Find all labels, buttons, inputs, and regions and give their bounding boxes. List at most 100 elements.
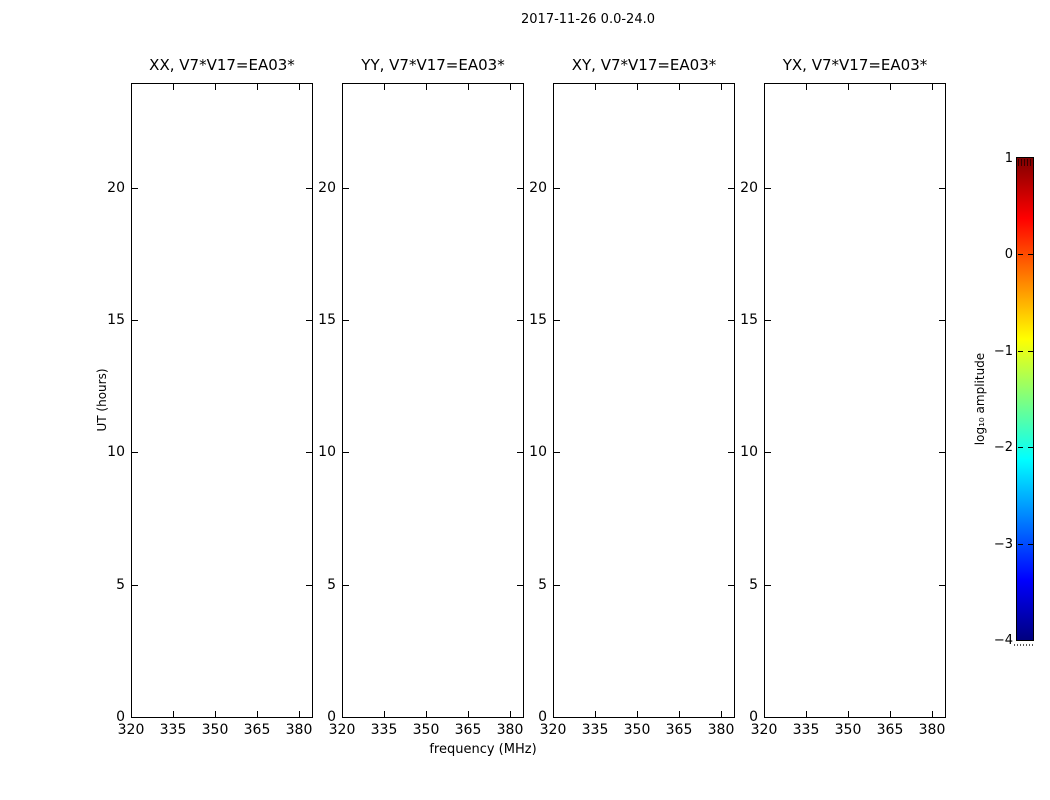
x-tick-label: 365 bbox=[876, 722, 904, 738]
tick-mark bbox=[765, 717, 771, 718]
y-tick-label: 15 bbox=[107, 312, 125, 328]
tick-mark bbox=[468, 711, 469, 717]
y-tick-label: 20 bbox=[740, 180, 758, 196]
tick-mark bbox=[517, 452, 523, 453]
tick-mark bbox=[554, 585, 560, 586]
tick-mark bbox=[517, 585, 523, 586]
tick-mark bbox=[343, 320, 349, 321]
tick-mark bbox=[806, 84, 807, 90]
tick-mark bbox=[510, 84, 511, 90]
x-tick-label: 335 bbox=[159, 722, 187, 738]
y-tick-label: 0 bbox=[116, 709, 125, 725]
y-tick-label: 10 bbox=[318, 444, 336, 460]
tick-mark bbox=[721, 711, 722, 717]
tick-mark bbox=[848, 711, 849, 717]
panel-yx bbox=[764, 83, 946, 718]
tick-mark bbox=[306, 452, 312, 453]
x-tick-label: 365 bbox=[243, 722, 271, 738]
tick-mark bbox=[728, 717, 734, 718]
tick-mark bbox=[595, 84, 596, 90]
y-axis-label: UT (hours) bbox=[95, 368, 109, 432]
panel-title: XX, V7*V17=EA03* bbox=[149, 56, 295, 74]
tick-mark bbox=[517, 188, 523, 189]
tick-mark bbox=[173, 84, 174, 90]
y-tick-label: 15 bbox=[740, 312, 758, 328]
tick-mark bbox=[343, 585, 349, 586]
tick-mark bbox=[728, 188, 734, 189]
y-tick-label: 5 bbox=[538, 577, 547, 593]
colorbar bbox=[1016, 157, 1034, 641]
tick-mark bbox=[132, 585, 138, 586]
colorbar-tick-mark bbox=[1018, 447, 1023, 448]
tick-mark bbox=[342, 84, 343, 90]
tick-mark bbox=[765, 585, 771, 586]
y-tick-label: 15 bbox=[318, 312, 336, 328]
tick-mark bbox=[554, 452, 560, 453]
colorbar-top-hatch bbox=[1018, 159, 1031, 166]
x-tick-label: 320 bbox=[750, 722, 778, 738]
colorbar-tick-label: −1 bbox=[993, 344, 1013, 359]
tick-mark bbox=[257, 84, 258, 90]
x-tick-label: 380 bbox=[285, 722, 313, 738]
tick-mark bbox=[299, 711, 300, 717]
tick-mark bbox=[679, 711, 680, 717]
panel-title: YY, V7*V17=EA03* bbox=[361, 56, 505, 74]
panel-xx bbox=[131, 83, 313, 718]
tick-mark bbox=[510, 711, 511, 717]
tick-mark bbox=[637, 84, 638, 90]
tick-mark bbox=[132, 188, 138, 189]
tick-mark bbox=[765, 452, 771, 453]
x-tick-label: 350 bbox=[201, 722, 229, 738]
y-tick-label: 0 bbox=[538, 709, 547, 725]
colorbar-tick-mark bbox=[1028, 447, 1033, 448]
colorbar-tick-mark bbox=[1028, 544, 1033, 545]
tick-mark bbox=[306, 188, 312, 189]
x-axis-label: frequency (MHz) bbox=[429, 742, 537, 757]
x-tick-label: 335 bbox=[792, 722, 820, 738]
x-tick-label: 350 bbox=[623, 722, 651, 738]
colorbar-tick-mark bbox=[1028, 254, 1033, 255]
x-tick-label: 320 bbox=[539, 722, 567, 738]
colorbar-tick-label: 1 bbox=[1004, 151, 1013, 166]
x-tick-label: 380 bbox=[918, 722, 946, 738]
tick-mark bbox=[553, 84, 554, 90]
colorbar-tick-mark bbox=[1028, 351, 1033, 352]
x-tick-label: 350 bbox=[834, 722, 862, 738]
panel-title: YX, V7*V17=EA03* bbox=[782, 56, 928, 74]
y-tick-label: 20 bbox=[318, 180, 336, 196]
tick-mark bbox=[932, 84, 933, 90]
tick-mark bbox=[299, 84, 300, 90]
panel-title: XY, V7*V17=EA03* bbox=[571, 56, 717, 74]
x-tick-label: 380 bbox=[496, 722, 524, 738]
y-tick-label: 5 bbox=[327, 577, 336, 593]
x-tick-label: 335 bbox=[581, 722, 609, 738]
tick-mark bbox=[764, 84, 765, 90]
figure-title: 2017-11-26 0.0-24.0 bbox=[521, 12, 655, 27]
tick-mark bbox=[426, 84, 427, 90]
y-tick-label: 0 bbox=[749, 709, 758, 725]
tick-mark bbox=[728, 585, 734, 586]
y-tick-label: 15 bbox=[529, 312, 547, 328]
y-tick-label: 0 bbox=[327, 709, 336, 725]
tick-mark bbox=[384, 84, 385, 90]
tick-mark bbox=[939, 452, 945, 453]
tick-mark bbox=[384, 711, 385, 717]
tick-mark bbox=[637, 711, 638, 717]
tick-mark bbox=[131, 84, 132, 90]
tick-mark bbox=[728, 320, 734, 321]
tick-mark bbox=[890, 84, 891, 90]
tick-mark bbox=[765, 320, 771, 321]
x-tick-label: 320 bbox=[117, 722, 145, 738]
colorbar-tick-label: −4 bbox=[993, 633, 1013, 648]
y-tick-label: 10 bbox=[529, 444, 547, 460]
colorbar-tick-label: −2 bbox=[993, 440, 1013, 455]
y-tick-label: 20 bbox=[107, 180, 125, 196]
tick-mark bbox=[728, 452, 734, 453]
tick-mark bbox=[554, 320, 560, 321]
tick-mark bbox=[553, 711, 554, 717]
tick-mark bbox=[306, 717, 312, 718]
tick-mark bbox=[517, 717, 523, 718]
y-tick-label: 5 bbox=[749, 577, 758, 593]
colorbar-tick-mark bbox=[1018, 544, 1023, 545]
tick-mark bbox=[890, 711, 891, 717]
